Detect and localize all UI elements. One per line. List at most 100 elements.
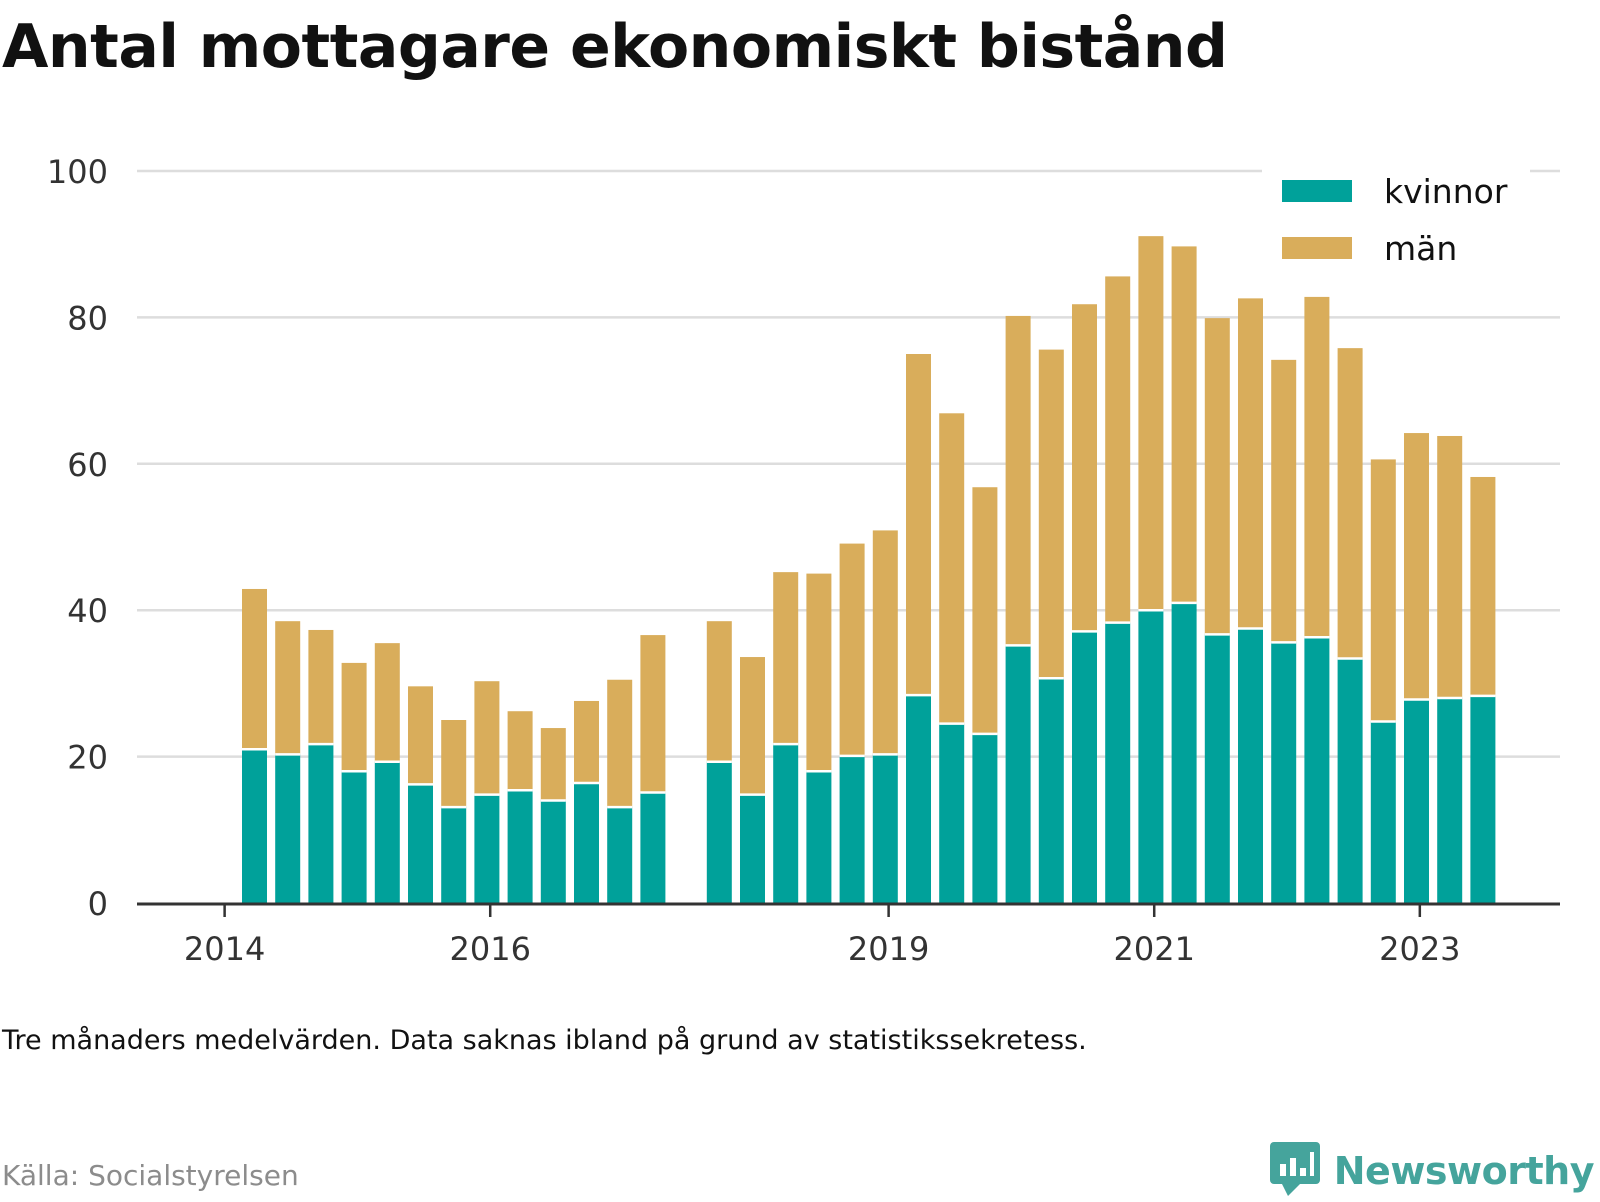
legend-label-man: män	[1384, 229, 1457, 268]
bar-man	[1072, 304, 1097, 632]
y-tick-label: 60	[67, 446, 108, 484]
bar-man	[507, 711, 533, 791]
bar-kvinnor	[242, 749, 267, 903]
stacked-bar-chart: 0 20 40 60 80 100 2014 2016 2019 2021 2023 kvinno…	[47, 153, 1560, 968]
bar-man	[574, 700, 599, 783]
bar-man	[308, 629, 334, 745]
bar-kvinnor	[972, 733, 998, 903]
chart-footnote: Tre månaders medelvärden. Data saknas ib…	[2, 1025, 1087, 1056]
bar-kvinnor	[1437, 698, 1463, 903]
bar-man	[1204, 318, 1230, 635]
bar-man	[408, 686, 433, 785]
legend-label-kvinnor: kvinnor	[1384, 172, 1508, 211]
bar-man	[1470, 476, 1496, 696]
bar-kvinnor	[374, 761, 400, 903]
x-axis: 2014 2016 2019 2021 2023	[137, 902, 1560, 968]
bar-kvinnor	[872, 754, 898, 903]
bar-man	[839, 543, 865, 756]
bars	[242, 236, 1496, 903]
x-tick-label: 2021	[1114, 930, 1195, 968]
bar-kvinnor	[474, 794, 500, 903]
bar-kvinnor	[706, 761, 732, 903]
newsworthy-logo-icon	[1269, 1140, 1320, 1202]
bar-kvinnor	[1072, 631, 1097, 903]
bar-kvinnor	[1105, 622, 1131, 903]
chart-title: Antal mottagare ekonomiskt bistånd	[2, 12, 1228, 82]
y-axis-tick-labels: 0 20 40 60 80 100	[47, 153, 108, 923]
bar-kvinnor	[308, 744, 334, 903]
x-tick-label: 2016	[450, 930, 531, 968]
y-tick-label: 20	[67, 739, 108, 777]
bar-man	[972, 487, 998, 734]
bar-man	[1304, 296, 1330, 638]
bar-man	[374, 643, 400, 762]
bar-man	[441, 720, 467, 808]
bar-kvinnor	[740, 794, 765, 903]
bar-man	[1038, 349, 1064, 679]
bar-man	[1437, 435, 1463, 699]
bar-kvinnor	[1271, 642, 1297, 903]
bar-kvinnor	[939, 723, 965, 903]
bar-kvinnor	[906, 695, 931, 903]
bar-man	[773, 572, 799, 745]
source-credit: Källa: Socialstyrelsen	[2, 1159, 299, 1192]
bar-man	[939, 413, 965, 724]
bar-man	[1404, 433, 1429, 700]
bar-kvinnor	[1238, 628, 1263, 903]
y-tick-label: 100	[47, 153, 108, 191]
bar-man	[740, 657, 765, 795]
bar-man	[872, 530, 898, 755]
x-tick-label: 2019	[848, 930, 929, 968]
bar-man	[540, 728, 566, 801]
bar-kvinnor	[1204, 634, 1230, 903]
bar-kvinnor	[574, 782, 599, 903]
bar-man	[1005, 315, 1031, 646]
y-tick-label: 80	[67, 299, 108, 337]
bar-man	[1337, 348, 1363, 659]
bar-kvinnor	[1138, 610, 1164, 903]
bar-kvinnor	[540, 800, 566, 903]
bar-kvinnor	[607, 807, 633, 903]
legend-swatch-kvinnor	[1282, 180, 1352, 202]
bar-man	[474, 681, 500, 795]
bar-man	[1138, 236, 1164, 611]
newsworthy-wordmark: Newsworthy	[1333, 1149, 1595, 1193]
bar-kvinnor	[1470, 695, 1496, 903]
newsworthy-logo: Newsworthy	[1269, 1140, 1595, 1202]
bar-man	[275, 621, 301, 755]
bar-kvinnor	[275, 754, 301, 903]
bar-kvinnor	[806, 771, 832, 903]
y-tick-label: 0	[88, 885, 108, 923]
bar-man	[1105, 276, 1131, 623]
bar-kvinnor	[839, 755, 865, 903]
bar-kvinnor	[507, 790, 533, 903]
bar-man	[706, 621, 732, 762]
bar-kvinnor	[1005, 645, 1031, 903]
bar-man	[242, 588, 267, 750]
bar-kvinnor	[1337, 658, 1363, 903]
bar-man	[1370, 459, 1396, 722]
bar-man	[341, 662, 367, 772]
bar-man	[640, 635, 666, 793]
bar-man	[1271, 359, 1297, 643]
bar-kvinnor	[408, 784, 433, 903]
bar-man	[607, 679, 633, 808]
legend: kvinnor män	[1262, 168, 1530, 278]
legend-swatch-man	[1282, 237, 1352, 259]
bar-kvinnor	[1304, 637, 1330, 903]
bar-kvinnor	[1171, 602, 1197, 903]
bar-man	[1171, 246, 1197, 603]
bar-kvinnor	[441, 807, 467, 903]
bar-kvinnor	[640, 792, 666, 903]
y-tick-label: 40	[67, 592, 108, 630]
x-tick-label: 2023	[1379, 930, 1460, 968]
bar-kvinnor	[773, 744, 799, 903]
bar-kvinnor	[1404, 699, 1429, 903]
bar-man	[1238, 298, 1263, 629]
bar-man	[906, 354, 931, 696]
bar-kvinnor	[341, 771, 367, 903]
bar-man	[806, 573, 832, 772]
bar-kvinnor	[1370, 721, 1396, 903]
x-tick-label: 2014	[184, 930, 265, 968]
bar-kvinnor	[1038, 678, 1064, 903]
